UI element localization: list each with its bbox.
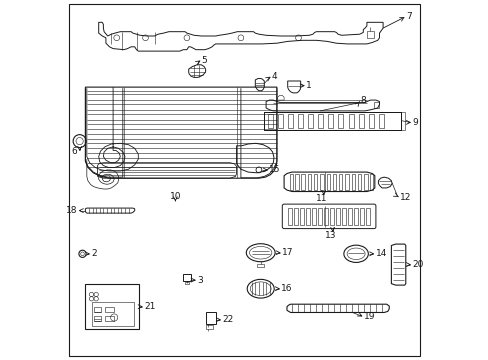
Text: 9: 9 — [411, 118, 417, 127]
Text: 1: 1 — [305, 81, 311, 90]
Text: 17: 17 — [282, 248, 293, 257]
Bar — [373, 102, 379, 108]
Text: 4: 4 — [271, 72, 277, 81]
Bar — [264, 112, 400, 130]
Text: 2: 2 — [91, 249, 97, 258]
Bar — [206, 325, 212, 329]
Bar — [91, 302, 134, 326]
Bar — [104, 307, 114, 312]
Text: 7: 7 — [405, 12, 411, 21]
Text: 22: 22 — [222, 315, 233, 324]
Text: 13: 13 — [325, 231, 336, 240]
Text: 6: 6 — [71, 148, 77, 157]
Bar — [85, 284, 139, 329]
Bar — [94, 316, 101, 321]
Bar — [264, 112, 400, 130]
Text: 11: 11 — [316, 194, 327, 203]
Text: 15: 15 — [268, 166, 280, 175]
Text: 3: 3 — [197, 276, 203, 284]
Text: 19: 19 — [363, 312, 374, 321]
Bar — [94, 307, 101, 312]
Bar — [366, 31, 373, 38]
Text: 12: 12 — [399, 193, 410, 202]
Bar — [185, 282, 188, 284]
Text: 16: 16 — [281, 284, 292, 293]
Text: 18: 18 — [66, 206, 77, 215]
Text: 20: 20 — [411, 260, 423, 269]
Text: 21: 21 — [144, 302, 155, 311]
Text: 10: 10 — [169, 192, 181, 201]
Bar — [182, 274, 190, 281]
Bar — [104, 316, 114, 321]
Text: 14: 14 — [375, 249, 386, 258]
Text: 8: 8 — [360, 96, 366, 105]
Bar — [205, 312, 215, 324]
Text: 5: 5 — [201, 56, 207, 65]
